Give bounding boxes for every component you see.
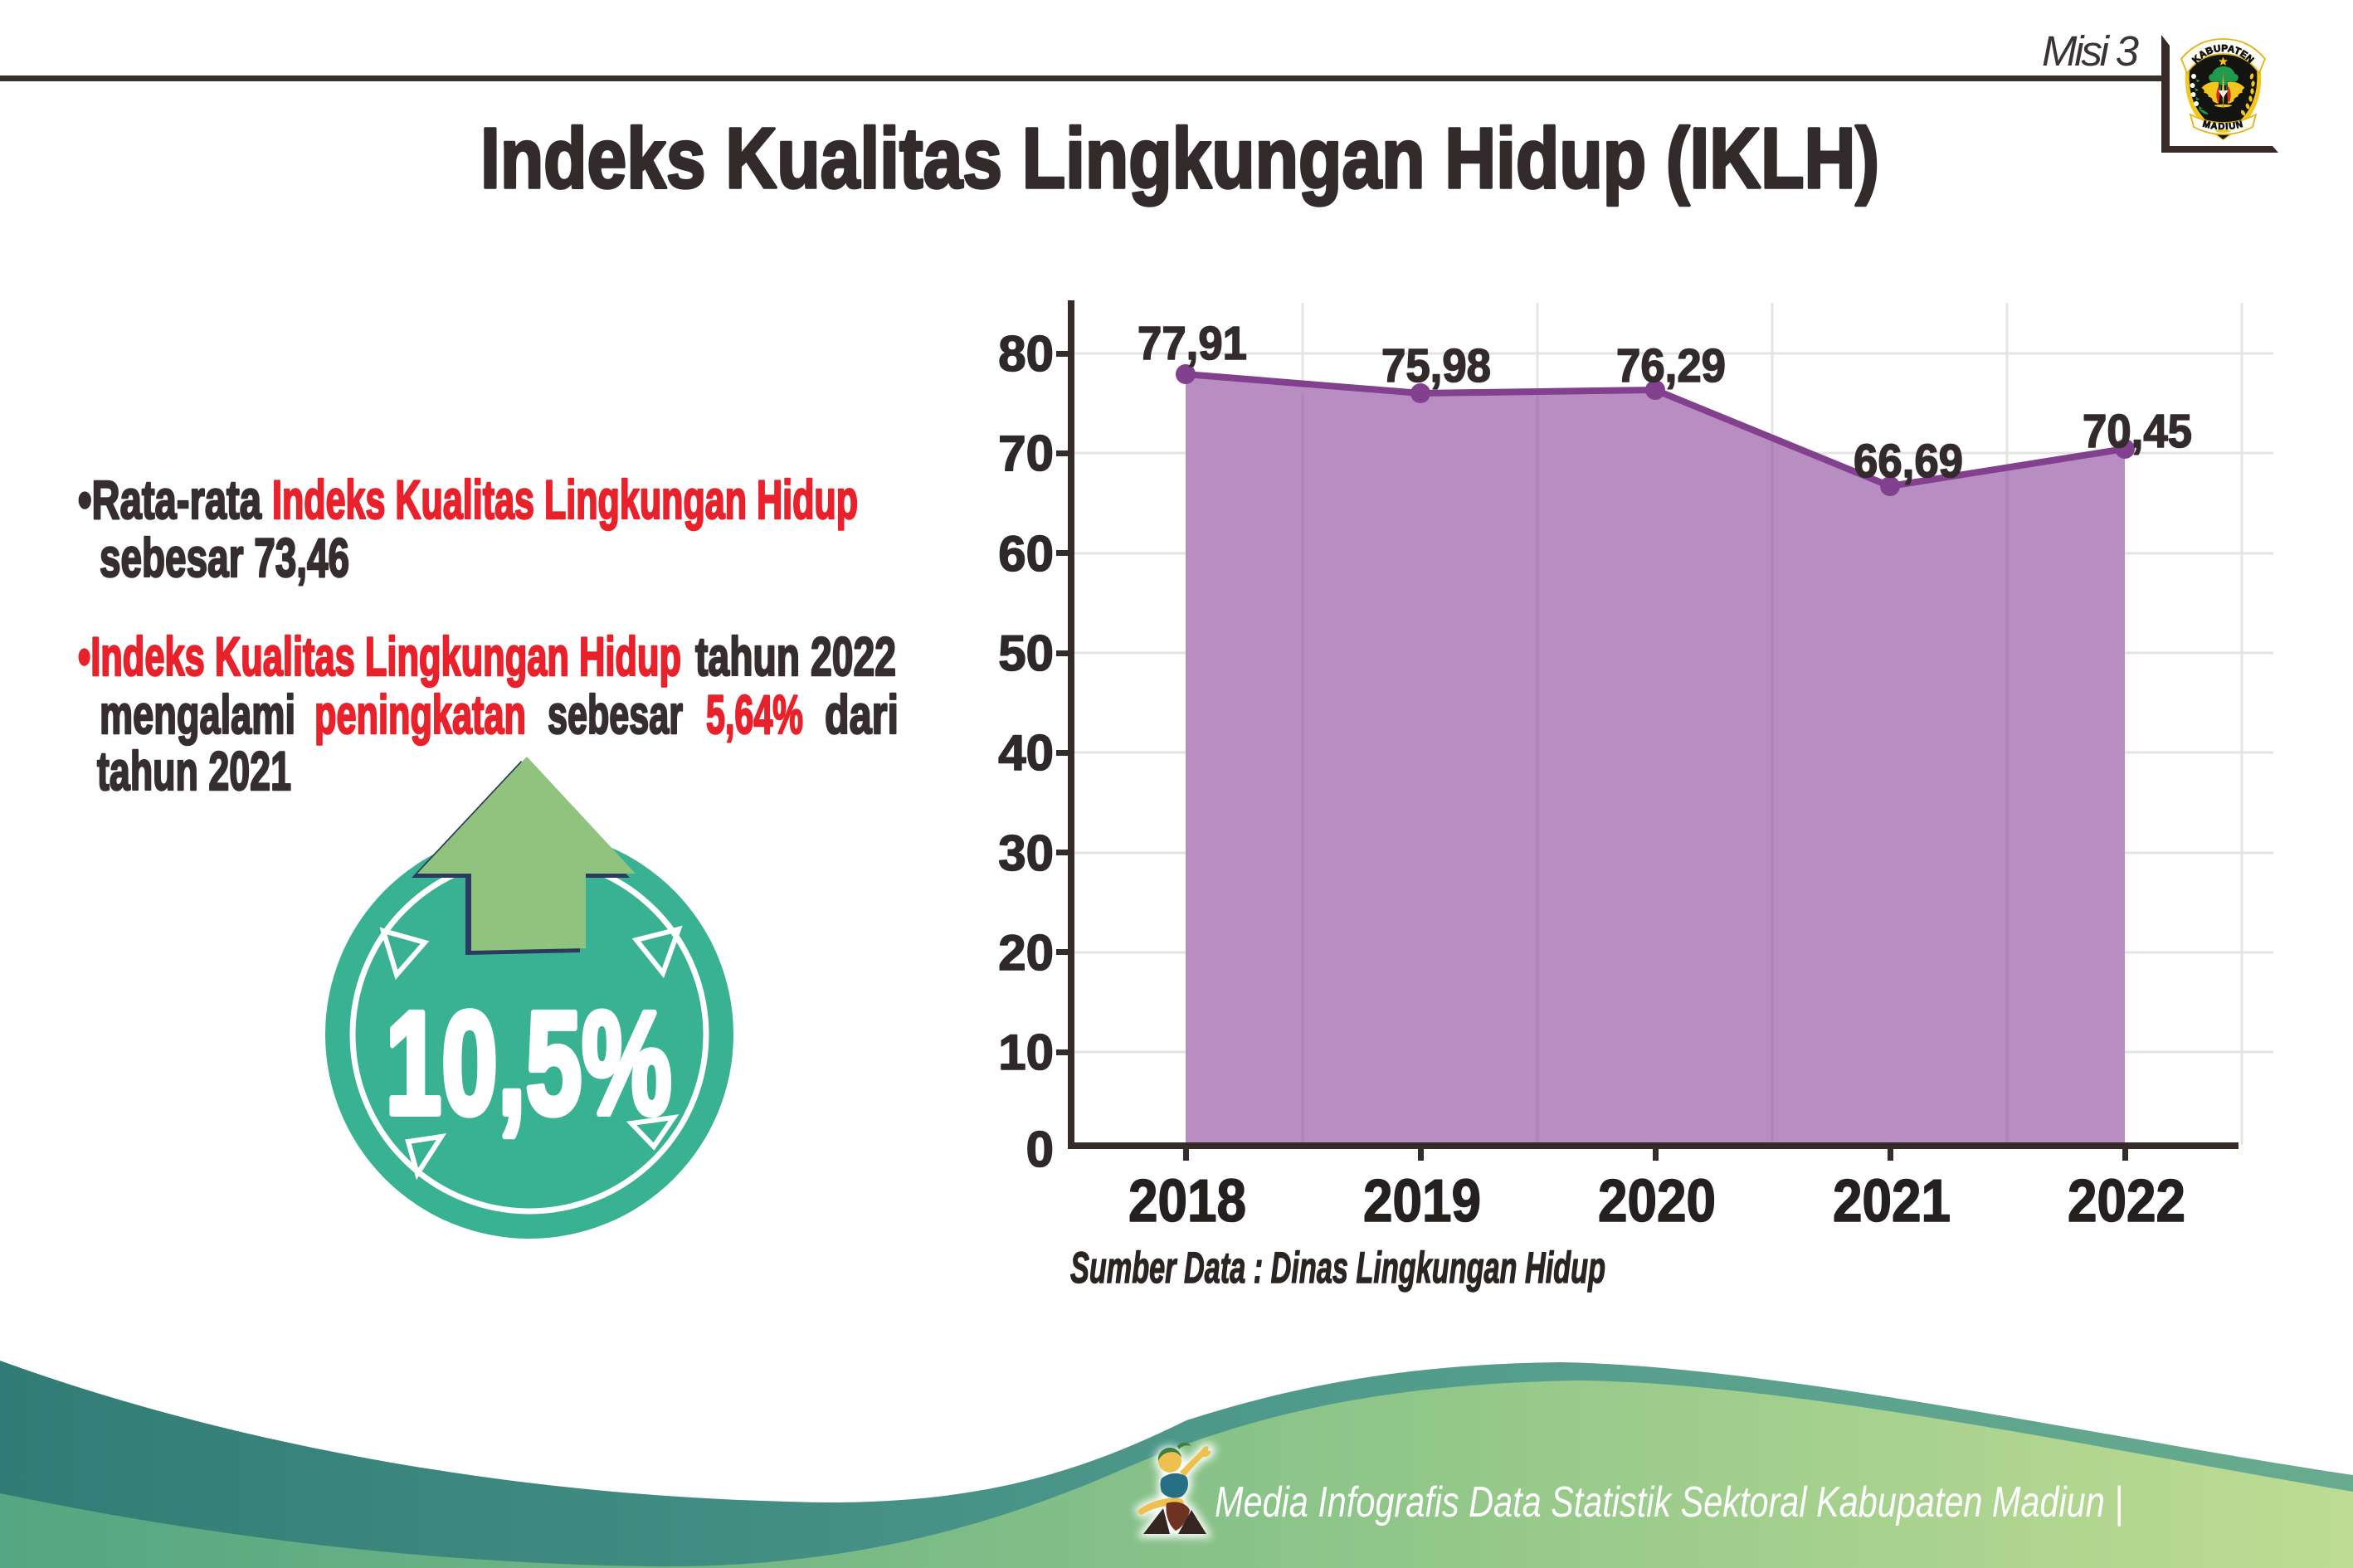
svg-text:2018: 2018 (1128, 1168, 1246, 1234)
svg-text:Indeks Kualitas Lingkungan Hid: Indeks Kualitas Lingkungan Hidup (272, 469, 858, 530)
svg-text:5,64%: 5,64% (706, 684, 803, 745)
svg-text:2021: 2021 (1833, 1168, 1951, 1234)
svg-text:20: 20 (998, 925, 1054, 981)
svg-text:0: 0 (1026, 1122, 1054, 1177)
svg-text:Sumber Data : Dinas Lingkungan: Sumber Data : Dinas Lingkungan Hidup (1070, 1244, 1605, 1293)
svg-text:30: 30 (998, 825, 1054, 881)
svg-text:sebesar 73,46: sebesar 73,46 (100, 527, 349, 588)
svg-text:MADIUN: MADIUN (2201, 119, 2244, 132)
svg-text:10: 10 (998, 1025, 1054, 1080)
svg-text:80: 80 (998, 326, 1054, 382)
svg-text:60: 60 (998, 526, 1054, 582)
svg-text:66,69: 66,69 (1854, 435, 1963, 488)
svg-text:•Rata-rata: •Rata-rata (78, 469, 262, 530)
svg-text:peningkatan: peningkatan (314, 684, 526, 745)
svg-text:sebesar: sebesar (548, 684, 683, 745)
svg-text:tahun 2021: tahun 2021 (97, 740, 291, 801)
svg-text:2020: 2020 (1598, 1168, 1716, 1234)
svg-text:Media Infografis Data Statisti: Media Infografis Data Statistik Sektoral… (1215, 1478, 2123, 1527)
svg-text:dari: dari (825, 684, 899, 745)
svg-text:Misi 3: Misi 3 (2042, 27, 2139, 75)
svg-text:50: 50 (998, 626, 1054, 681)
svg-text:mengalami: mengalami (100, 684, 295, 745)
svg-text:Indeks Kualitas Lingkungan Hid: Indeks Kualitas Lingkungan Hidup (IKLH) (480, 110, 1879, 206)
svg-text:75,98: 75,98 (1381, 339, 1491, 392)
svg-text:70,45: 70,45 (2083, 405, 2192, 458)
svg-text:10,5%: 10,5% (386, 982, 672, 1145)
svg-text:•Indeks Kualitas Lingkungan Hi: •Indeks Kualitas Lingkungan Hidup (78, 626, 681, 687)
svg-text:2019: 2019 (1363, 1168, 1481, 1234)
svg-text:40: 40 (998, 725, 1054, 781)
svg-text:2022: 2022 (2068, 1168, 2185, 1234)
svg-text:tahun 2022: tahun 2022 (695, 626, 896, 687)
svg-text:77,91: 77,91 (1138, 317, 1247, 370)
svg-text:70: 70 (998, 426, 1054, 481)
svg-text:76,29: 76,29 (1616, 339, 1726, 392)
